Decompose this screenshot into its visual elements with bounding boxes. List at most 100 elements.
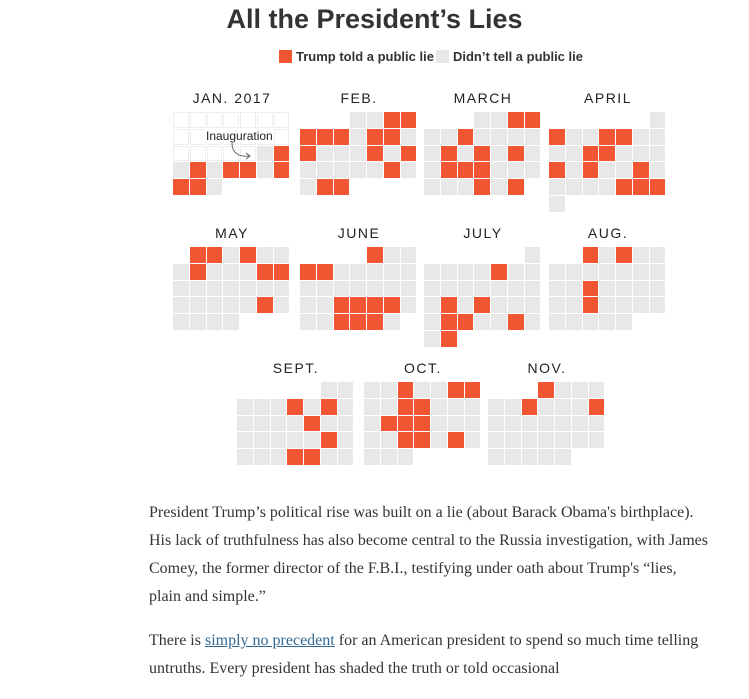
day-cell bbox=[380, 398, 397, 415]
day-cell bbox=[400, 247, 417, 263]
day-cell bbox=[440, 145, 457, 162]
day-cell bbox=[457, 145, 474, 162]
day-cell bbox=[457, 128, 474, 145]
day-cell bbox=[565, 162, 582, 179]
day-cell bbox=[616, 297, 632, 314]
day-cell bbox=[223, 314, 240, 330]
day-cell bbox=[397, 449, 414, 465]
day-cell bbox=[270, 449, 287, 465]
day-cell bbox=[320, 415, 337, 432]
simply-no-precedent-link[interactable]: simply no precedent bbox=[204, 632, 335, 649]
day-cell bbox=[599, 128, 616, 145]
day-cell bbox=[565, 179, 582, 195]
day-cell bbox=[457, 162, 474, 179]
day-cell bbox=[173, 314, 189, 330]
day-cell bbox=[464, 398, 481, 415]
day-cell bbox=[582, 128, 599, 145]
day-cell bbox=[424, 145, 440, 162]
day-cell bbox=[538, 415, 555, 432]
day-cell bbox=[431, 432, 447, 449]
day-cell bbox=[414, 432, 431, 449]
day-cell bbox=[474, 145, 491, 162]
day-cell bbox=[367, 112, 383, 128]
day-cell bbox=[524, 314, 541, 330]
day-cell bbox=[488, 398, 504, 415]
day-cell bbox=[424, 297, 440, 314]
day-cell bbox=[571, 415, 588, 432]
day-cell bbox=[206, 179, 223, 195]
day-cell bbox=[616, 280, 632, 297]
day-cell bbox=[367, 297, 383, 314]
month-label: MAY bbox=[215, 225, 249, 241]
day-cell bbox=[616, 247, 632, 263]
day-cell bbox=[414, 398, 431, 415]
day-cell bbox=[491, 145, 507, 162]
day-cell bbox=[320, 432, 337, 449]
day-cell bbox=[521, 432, 538, 449]
day-cell bbox=[273, 112, 290, 128]
day-cell bbox=[400, 128, 417, 145]
day-cell bbox=[380, 415, 397, 432]
day-cell bbox=[273, 145, 290, 162]
day-cell bbox=[565, 145, 582, 162]
day-cell bbox=[474, 280, 491, 297]
day-cell bbox=[350, 297, 367, 314]
day-cell bbox=[253, 398, 270, 415]
day-cell bbox=[333, 297, 350, 314]
day-cell bbox=[300, 314, 316, 330]
day-cell bbox=[549, 263, 565, 280]
day-cell bbox=[316, 179, 333, 195]
day-cell bbox=[464, 382, 481, 398]
day-cell bbox=[599, 145, 616, 162]
day-cell bbox=[440, 162, 457, 179]
day-cell bbox=[524, 297, 541, 314]
day-cell bbox=[380, 449, 397, 465]
day-cell bbox=[582, 179, 599, 195]
day-cell bbox=[316, 280, 333, 297]
day-cell bbox=[383, 263, 400, 280]
month-grid bbox=[424, 112, 542, 222]
day-cell bbox=[240, 247, 256, 263]
day-cell bbox=[491, 297, 507, 314]
day-cell bbox=[632, 179, 649, 195]
day-cell bbox=[240, 145, 256, 162]
day-cell bbox=[237, 449, 253, 465]
day-cell bbox=[521, 398, 538, 415]
day-cell bbox=[383, 162, 400, 179]
day-cell bbox=[367, 263, 383, 280]
day-cell bbox=[538, 432, 555, 449]
day-cell bbox=[507, 179, 524, 195]
day-cell bbox=[491, 179, 507, 195]
day-cell bbox=[206, 247, 223, 263]
day-cell bbox=[424, 162, 440, 179]
month-label: JUNE bbox=[337, 225, 381, 241]
text: There is bbox=[149, 632, 205, 649]
day-cell bbox=[504, 432, 521, 449]
day-cell bbox=[440, 179, 457, 195]
day-cell bbox=[270, 432, 287, 449]
day-cell bbox=[256, 280, 273, 297]
day-cell bbox=[474, 179, 491, 195]
day-cell bbox=[474, 162, 491, 179]
day-cell bbox=[316, 162, 333, 179]
day-cell bbox=[457, 179, 474, 195]
day-cell bbox=[474, 314, 491, 330]
day-cell bbox=[206, 263, 223, 280]
day-cell bbox=[549, 195, 565, 212]
day-cell bbox=[367, 128, 383, 145]
day-cell bbox=[549, 179, 565, 195]
day-cell bbox=[350, 112, 367, 128]
day-cell bbox=[632, 280, 649, 297]
day-cell bbox=[206, 280, 223, 297]
day-cell bbox=[431, 398, 447, 415]
month-label: JULY bbox=[463, 225, 503, 241]
day-cell bbox=[320, 382, 337, 398]
day-cell bbox=[383, 247, 400, 263]
day-cell bbox=[173, 112, 189, 128]
day-cell bbox=[273, 247, 290, 263]
day-cell bbox=[189, 145, 206, 162]
day-cell bbox=[287, 415, 304, 432]
day-cell bbox=[256, 162, 273, 179]
day-cell bbox=[173, 162, 189, 179]
day-cell bbox=[270, 398, 287, 415]
